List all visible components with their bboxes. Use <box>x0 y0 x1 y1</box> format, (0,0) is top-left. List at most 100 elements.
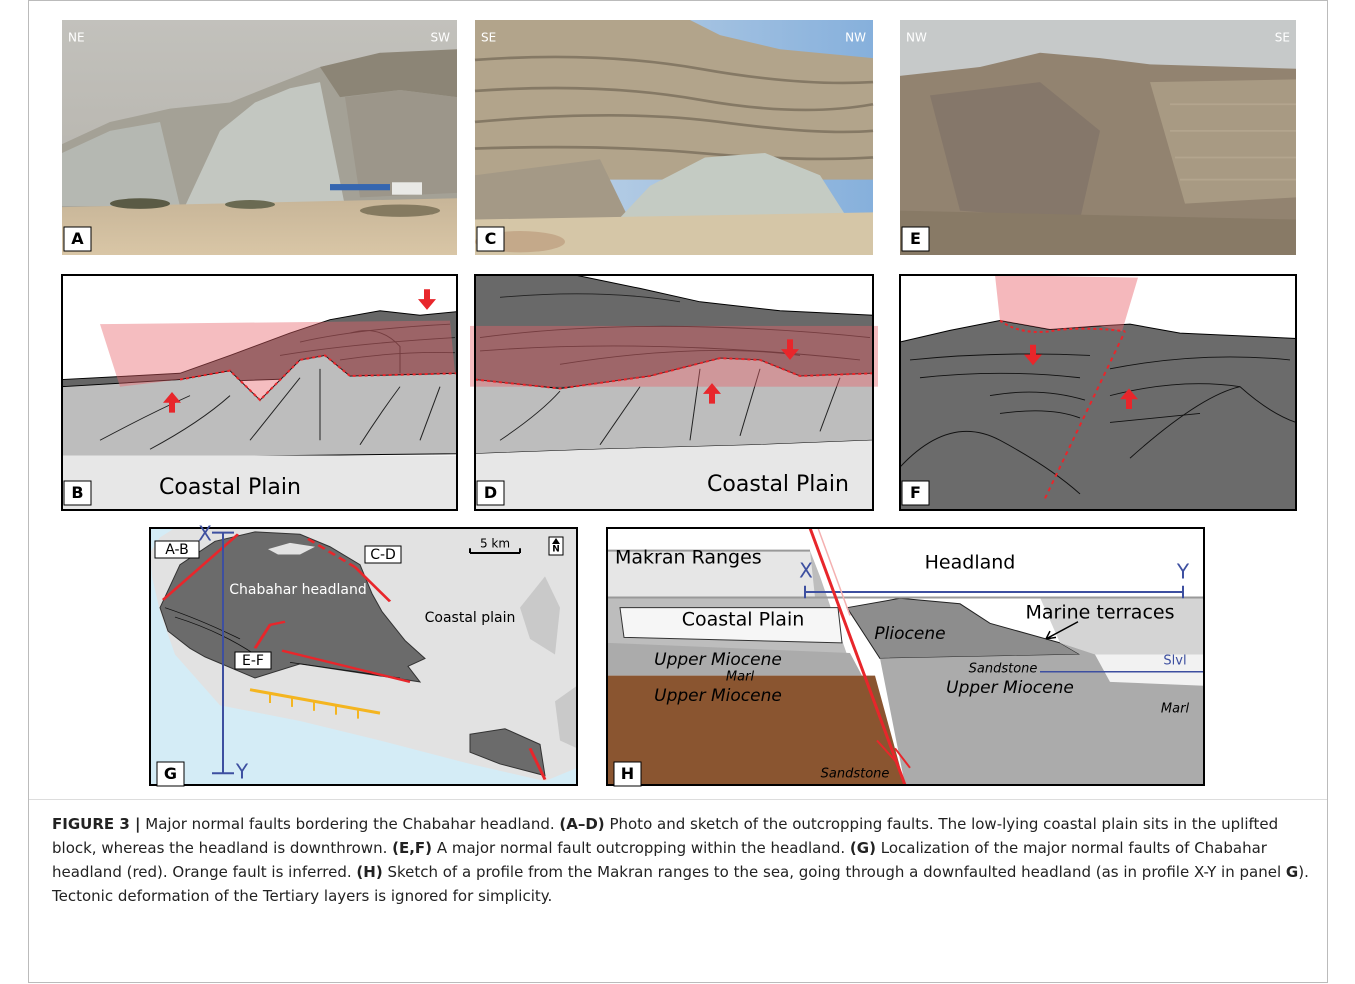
panel-box <box>156 761 185 787</box>
drawing-path <box>279 337 456 356</box>
map-label: Coastal plain <box>425 610 516 626</box>
drawing-rect <box>607 528 1204 785</box>
drawing-path <box>161 533 240 601</box>
fault-label: A-B <box>165 542 188 558</box>
profile-end-label: X <box>198 522 212 546</box>
drawing-path <box>349 330 401 374</box>
caption-panel-ref: (G) <box>849 839 876 857</box>
drawing-polygon <box>900 321 1296 510</box>
figure: NE SW SE NW NW SE A C E <box>28 20 1328 800</box>
drawing-path <box>164 607 241 640</box>
caption-text: Photo and sketch of the outcropping faul… <box>52 815 1279 857</box>
photo-row <box>62 20 1296 256</box>
drawing-path <box>212 533 234 774</box>
profile-label: Coastal Plain <box>682 609 805 631</box>
drawing-path <box>818 528 850 615</box>
bottom-row <box>150 528 1204 785</box>
drawing-path <box>359 386 401 445</box>
panel-letter: A <box>71 229 84 248</box>
drawing-rect <box>392 182 422 195</box>
direction-label: SE <box>481 31 496 45</box>
sketch-label: Coastal Plain <box>707 472 849 497</box>
drawing-path <box>470 548 520 553</box>
drawing-polygon <box>555 685 577 749</box>
profile-label: Pliocene <box>874 624 945 644</box>
drawing-path <box>475 358 873 388</box>
profile-label: Upper Miocene <box>654 650 782 670</box>
drawing-rect <box>150 528 577 785</box>
caption-text: ). Tectonic deformation of the Tertiary … <box>52 863 1309 905</box>
drawing-path <box>1109 383 1241 397</box>
drawing-path <box>599 386 641 445</box>
panel-box <box>476 480 505 506</box>
north-arrow <box>552 538 560 544</box>
sketch-row <box>62 275 1296 510</box>
drawing-polygon <box>620 608 842 643</box>
drawing-polygon <box>62 198 457 256</box>
drawing-path <box>919 372 1081 379</box>
drawing-path <box>689 368 701 441</box>
drawing-path <box>739 368 761 436</box>
panel-letter: F <box>910 483 921 502</box>
drawing-path <box>474 86 874 112</box>
caption-text: A major normal fault outcropping within … <box>436 839 846 857</box>
drawing-path <box>989 391 1086 401</box>
map-label: Chabahar headland <box>229 582 367 598</box>
drawing-path <box>281 649 411 684</box>
direction-label: SW <box>431 31 451 45</box>
drawing-polygon <box>185 82 345 207</box>
fault-box <box>234 651 272 670</box>
profile-end-label: Y <box>235 760 249 784</box>
figure-frame <box>28 0 1328 983</box>
profile-label: Makran Ranges <box>615 547 762 569</box>
drawing-path <box>1000 321 1125 332</box>
drawing-polygon <box>62 121 180 207</box>
drawing-polygon <box>475 20 873 180</box>
profile-label: Marl <box>726 670 755 685</box>
drawing-polygon <box>930 82 1100 220</box>
drawing-polygon <box>100 320 455 401</box>
drawing-polygon <box>1040 597 1204 655</box>
profile-label: Marine terraces <box>1025 602 1174 624</box>
drawing-rect <box>62 275 457 510</box>
drawing-polygon <box>995 275 1138 332</box>
panel-box <box>901 226 930 252</box>
drawing-g <box>1170 103 1296 181</box>
panel-letter: C <box>485 229 497 248</box>
drawing-path <box>528 747 547 780</box>
drawing-g <box>479 293 871 445</box>
drawing-path <box>474 55 874 85</box>
drawing-path <box>499 390 561 441</box>
drawing-rect <box>330 184 390 191</box>
caption-text: Major normal faults bordering the Chabah… <box>145 815 555 833</box>
caption-figure: FIGURE 3 | <box>52 815 141 833</box>
drawing-g <box>269 693 359 719</box>
drawing-path <box>499 293 681 303</box>
sea-level-label: Slvl <box>1163 654 1186 669</box>
drawing-polygon <box>1150 79 1296 204</box>
north-label: N <box>552 545 560 555</box>
profile-label: Sandstone <box>821 767 890 782</box>
profile-label: Upper Miocene <box>654 686 782 706</box>
drawing-polygon <box>475 212 873 256</box>
caption-text: Sketch of a profile from the Makran rang… <box>387 863 1282 881</box>
panel-letter: H <box>621 764 634 783</box>
drawing-path <box>99 395 191 441</box>
profile-label: Upper Miocene <box>946 678 1074 698</box>
drawing-ellipse <box>360 204 440 217</box>
drawing-path <box>819 377 841 432</box>
drawing-path <box>307 538 356 568</box>
drawing-g <box>899 353 1297 495</box>
direction-label: NE <box>68 31 85 45</box>
drawing-path <box>339 351 456 361</box>
caption-panel-ref: (E,F) <box>392 839 433 857</box>
drawing-polygon <box>1095 654 1204 686</box>
caption: FIGURE 3 | Major normal faults bordering… <box>52 812 1314 908</box>
drawing-path <box>909 353 1091 361</box>
drawing-polygon <box>475 440 873 510</box>
drawing-path <box>419 386 441 441</box>
drawing-ellipse <box>110 198 170 209</box>
drawing-ellipse <box>225 200 275 209</box>
north-box <box>548 536 564 556</box>
